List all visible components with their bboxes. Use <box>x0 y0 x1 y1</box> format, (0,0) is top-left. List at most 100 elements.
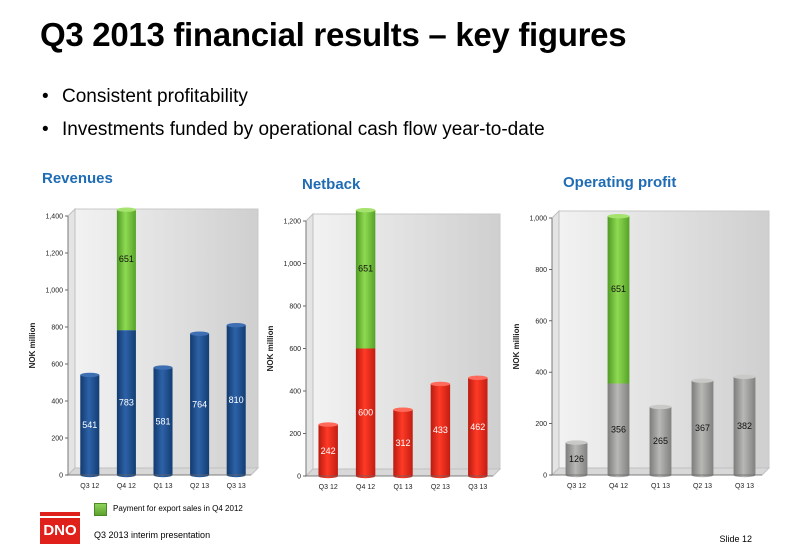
bar <box>393 409 413 476</box>
bar <box>80 374 100 475</box>
data-label: 581 <box>155 416 170 426</box>
bar <box>607 383 630 475</box>
legend-label: Payment for export sales in Q4 2012 <box>113 504 243 513</box>
bar <box>318 424 338 476</box>
data-label: 356 <box>611 424 626 434</box>
bar-top-cap <box>80 372 100 378</box>
data-label: 242 <box>321 446 336 456</box>
data-label: 600 <box>358 407 373 417</box>
y-tick-label: 1,400 <box>45 214 63 221</box>
bar-top-cap <box>649 404 672 410</box>
x-tick-label: Q4 12 <box>609 483 628 490</box>
y-tick-label: 0 <box>59 473 63 480</box>
bar-top-cap <box>116 207 136 212</box>
bullet-text: Consistent profitability <box>62 86 248 107</box>
bar-top-cap <box>691 378 714 383</box>
x-tick-label: Q2 13 <box>431 484 450 491</box>
x-tick-label: Q2 13 <box>693 483 712 490</box>
x-tick-label: Q3 13 <box>735 483 754 490</box>
y-axis-title: NOK million <box>266 326 275 372</box>
x-tick-label: Q3 12 <box>80 483 99 490</box>
bar-segment-export <box>607 216 630 384</box>
bar <box>733 376 756 475</box>
operating-profit-chart-title: Operating profit <box>563 174 677 191</box>
data-label: 265 <box>653 436 668 446</box>
data-label: 126 <box>569 454 584 464</box>
y-tick-label: 600 <box>289 346 301 353</box>
bar-top-cap <box>607 214 630 219</box>
netback-chart-title: Netback <box>302 176 361 193</box>
bar-top-cap <box>565 440 588 445</box>
y-axis-title: NOK million <box>512 324 521 370</box>
data-label: 651 <box>119 254 134 264</box>
bar <box>649 406 672 475</box>
bar <box>190 333 210 475</box>
page-title: Q3 2013 financial results – key figures <box>40 16 627 53</box>
y-tick-label: 1,200 <box>45 251 63 258</box>
y-axis-title: NOK million <box>28 323 37 369</box>
legend-swatch <box>94 503 107 516</box>
x-tick-label: Q1 13 <box>393 484 412 491</box>
data-label: 541 <box>82 420 97 430</box>
x-tick-label: Q1 13 <box>153 483 172 490</box>
y-tick-label: 800 <box>289 304 301 311</box>
y-tick-label: 400 <box>535 370 547 377</box>
bar-top-cap <box>355 207 376 213</box>
x-tick-label: Q1 13 <box>651 483 670 490</box>
y-tick-label: 200 <box>535 421 547 428</box>
y-tick-label: 400 <box>289 389 301 396</box>
data-label: 433 <box>433 425 448 435</box>
bullet-text: Investments funded by operational cash f… <box>62 119 545 140</box>
revenues-chart: 0 200 400 600 800 1,000 1,200 1,400 NOK million 5… <box>28 207 260 490</box>
netback-chart: 0 200 400 600 800 1,000 1,200 NOK million 242 Q3 … <box>266 207 502 491</box>
dno-logo: DNO <box>40 518 80 544</box>
y-tick-label: 800 <box>51 325 63 332</box>
plot-side-wall <box>551 209 560 477</box>
x-tick-label: Q3 12 <box>567 483 586 490</box>
bar-segment-export <box>116 209 136 331</box>
y-tick-label: 1,000 <box>283 261 301 268</box>
plot-side-wall <box>67 207 76 477</box>
data-label: 367 <box>695 423 710 433</box>
bar <box>468 377 488 476</box>
y-tick-label: 1,000 <box>45 288 63 295</box>
x-tick-label: Q3 13 <box>227 483 246 490</box>
slide-number: Slide 12 <box>719 534 752 544</box>
bar <box>355 348 376 476</box>
bar <box>565 442 588 475</box>
y-tick-label: 800 <box>535 267 547 274</box>
data-label: 382 <box>737 421 752 431</box>
x-tick-label: Q4 12 <box>117 483 136 490</box>
bar-top-cap <box>468 375 488 381</box>
bar <box>430 383 451 476</box>
y-tick-label: 600 <box>51 362 63 369</box>
bar-top-cap <box>318 422 338 427</box>
y-tick-label: 600 <box>535 318 547 325</box>
bar <box>691 380 714 475</box>
y-tick-label: 200 <box>51 436 63 443</box>
data-label: 764 <box>192 399 207 409</box>
data-label: 810 <box>229 395 244 405</box>
footer-text: Q3 2013 interim presentation <box>94 530 211 540</box>
operating-profit-chart: 0 200 400 600 800 1,000 NOK million 126 Q3 12 651… <box>512 209 771 490</box>
y-tick-label: 1,200 <box>283 219 301 226</box>
y-tick-label: 0 <box>543 473 547 480</box>
bullet-item: • Investments funded by operational cash … <box>42 119 545 140</box>
bar-top-cap <box>153 365 173 370</box>
x-tick-label: Q3 13 <box>468 484 487 491</box>
bar-top-cap <box>393 407 413 412</box>
bar-top-cap <box>733 374 756 380</box>
plot-side-wall <box>305 212 314 478</box>
bar-segment-export <box>355 210 376 349</box>
bar-top-cap <box>226 322 246 328</box>
data-label: 651 <box>611 284 626 294</box>
x-tick-label: Q3 12 <box>319 484 338 491</box>
logo-stripe <box>40 512 80 516</box>
y-tick-label: 1,000 <box>529 216 547 223</box>
x-tick-label: Q4 12 <box>356 484 375 491</box>
x-tick-label: Q2 13 <box>190 483 209 490</box>
y-tick-label: 400 <box>51 399 63 406</box>
data-label: 651 <box>358 263 373 273</box>
bar <box>226 325 246 475</box>
